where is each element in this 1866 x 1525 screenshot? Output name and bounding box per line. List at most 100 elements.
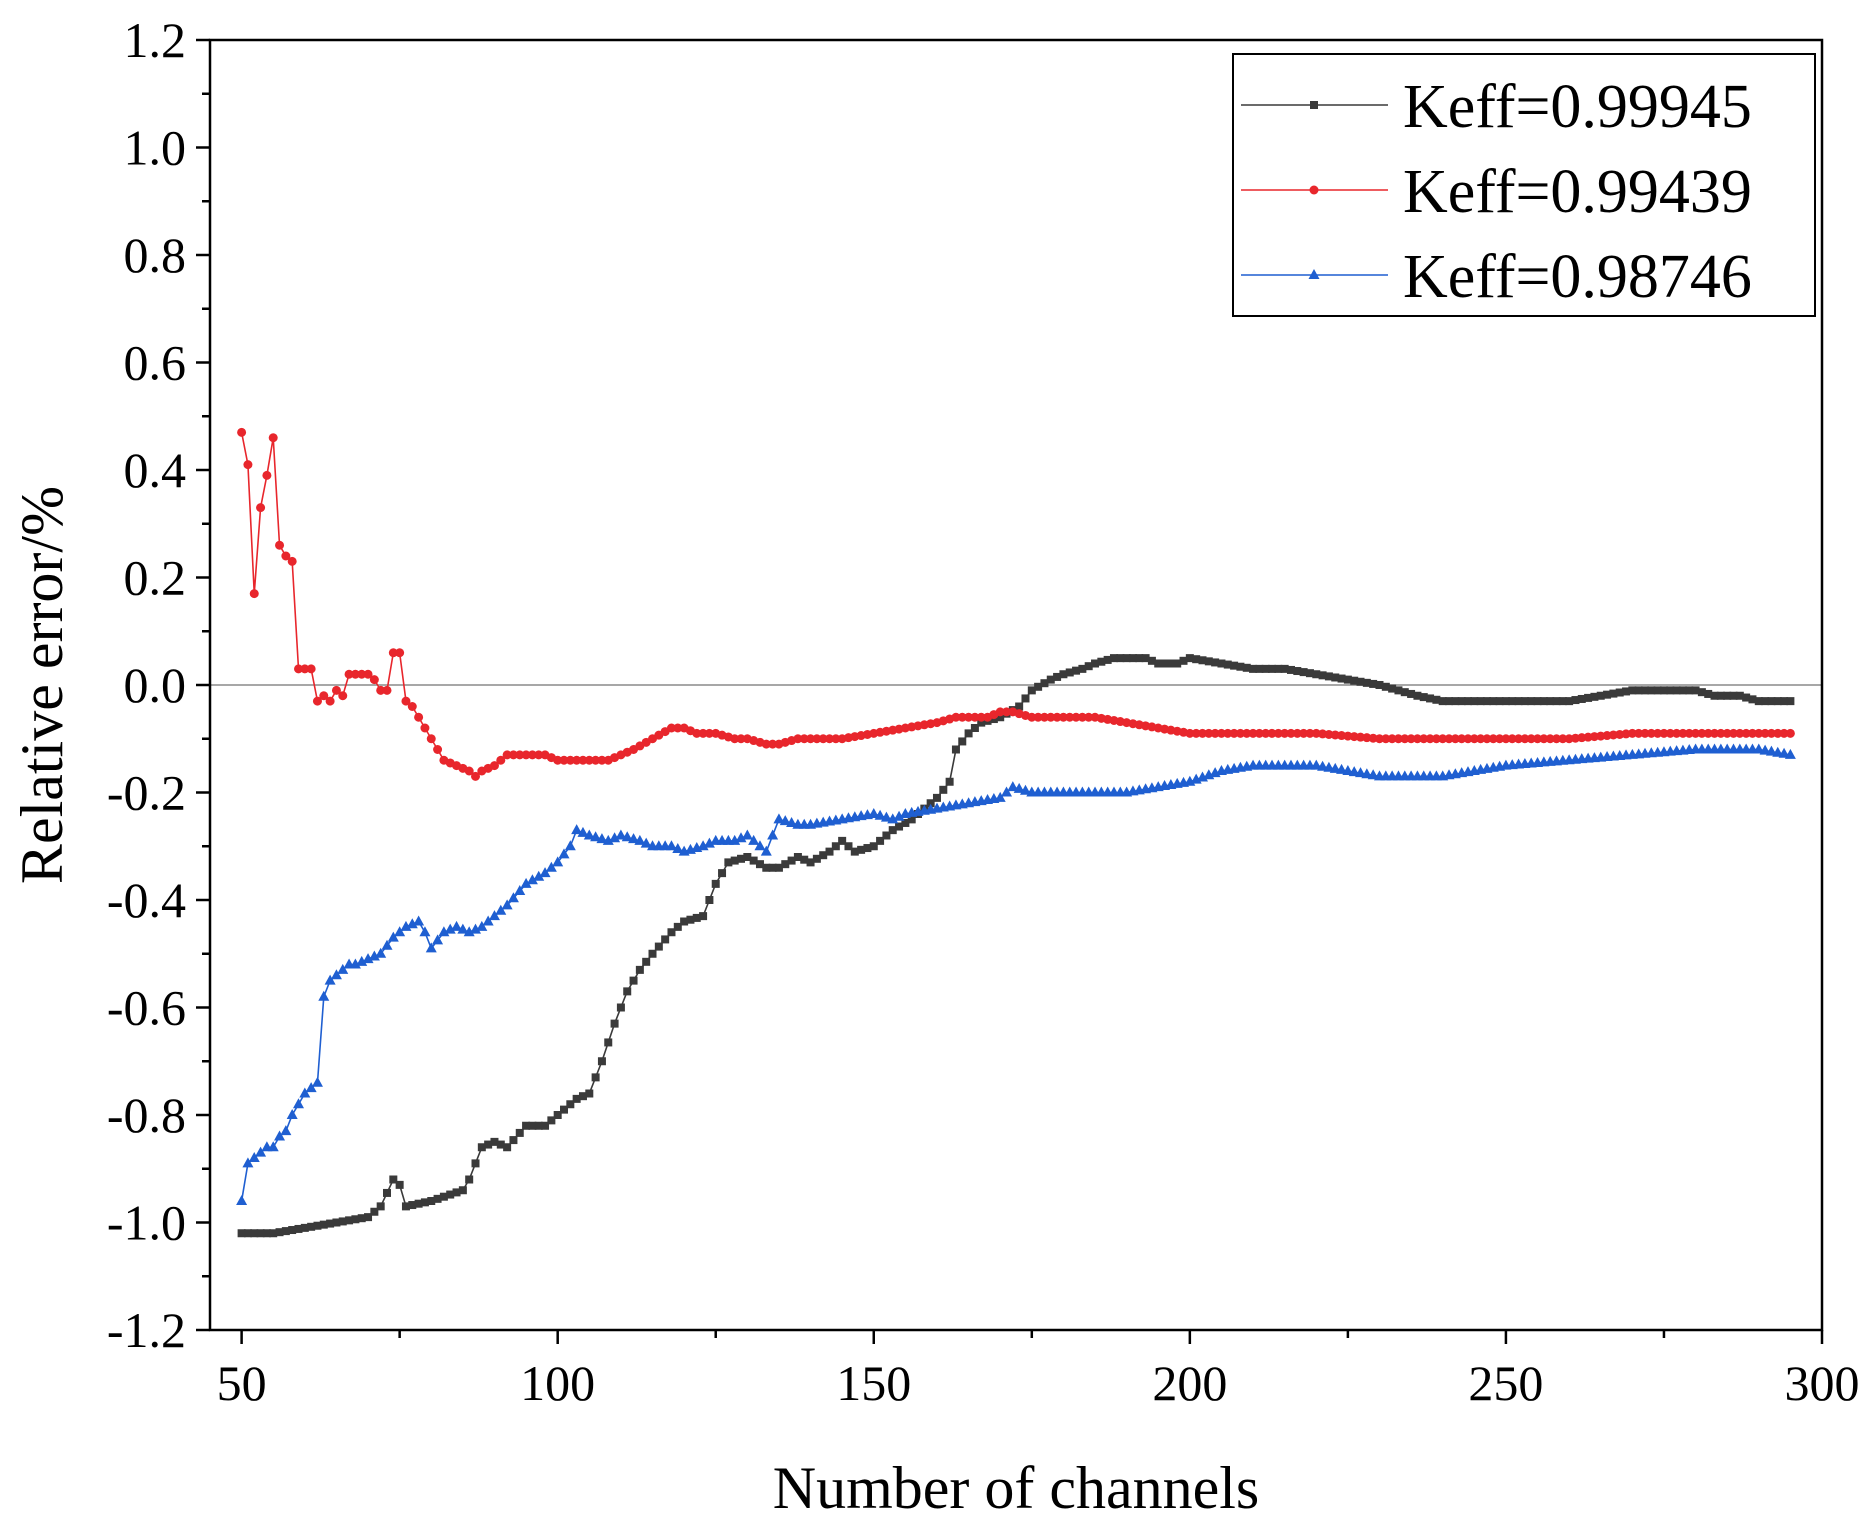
data-point-square [806,858,815,867]
legend-box [1232,53,1816,317]
data-point-square [1508,697,1517,706]
legend-label: Keff=0.99439 [1403,158,1752,226]
data-point-square [1565,697,1574,706]
data-point-circle [1267,728,1277,738]
data-point-triangle [337,963,349,974]
data-point-circle [1741,728,1751,738]
data-point-square [1546,697,1555,706]
data-point-square [1723,691,1732,700]
data-point-circle [1766,728,1776,738]
data-point-triangle [1019,784,1031,795]
y-tick-label: 0.4 [124,442,187,498]
data-point-triangle [305,1082,317,1093]
data-point-triangle [640,837,652,848]
data-point-circle [704,728,714,738]
series-2 [237,427,1795,781]
data-point-square [1577,694,1586,703]
data-point-square [1609,689,1618,698]
data-point-circle [951,712,961,722]
data-point-square [718,869,727,878]
data-point-triangle [874,809,886,820]
data-point-square [1603,690,1612,699]
data-point-square [768,863,777,872]
data-point-square [762,863,771,872]
data-point-square [1217,659,1226,668]
data-point-circle [1678,728,1688,738]
data-point-square [1729,691,1738,700]
x-tick-label: 150 [836,1355,911,1411]
data-point-square [1761,697,1770,706]
data-point-square [395,1180,404,1189]
data-point-square [888,826,897,835]
data-point-circle [502,750,512,760]
data-point-square [522,1121,531,1130]
data-point-square [1343,675,1352,684]
data-point-circle [256,503,266,513]
data-point-square [591,1073,600,1082]
data-point-square [654,942,663,951]
data-point-square [970,724,979,732]
series-layer [236,427,1796,1238]
legend-label: Keff=0.99945 [1403,73,1752,141]
data-point-circle [578,755,588,765]
data-point-square [692,913,701,922]
data-point-square [477,1143,486,1152]
data-point-circle [1773,728,1783,738]
data-point-square [1116,654,1125,663]
data-point-triangle [286,1109,298,1119]
data-point-circle [287,556,297,566]
data-point-circle [957,712,967,722]
data-point-circle [243,460,253,470]
data-point-square [667,928,676,937]
data-point-triangle [520,877,532,888]
data-point-circle [1665,728,1675,738]
y-tick-label: 1.2 [124,12,187,68]
data-point-square [831,842,840,851]
data-point-square [1470,697,1479,706]
data-point-circle [1280,728,1290,738]
data-point-square [755,860,764,869]
data-point-square [743,853,752,861]
data-point-circle [534,750,544,760]
data-point-square [1160,659,1169,668]
data-point-circle [1210,728,1220,738]
data-point-circle [521,750,531,760]
data-point-circle [325,696,335,706]
data-point-circle [357,669,367,679]
x-tick-label: 100 [520,1355,595,1411]
y-tick-label: -1.2 [107,1302,186,1358]
data-point-circle [1254,728,1264,738]
data-point-circle [831,734,841,744]
data-point-circle [1728,728,1738,738]
data-point-square [1375,681,1384,689]
data-point-circle [1058,712,1068,722]
data-point-circle [597,755,607,765]
data-point-square [262,1229,271,1238]
data-point-triangle [1342,765,1354,775]
data-point-square [680,917,689,926]
data-point-circle [1027,712,1037,722]
data-point-square [1419,693,1428,702]
data-point-triangle [349,958,361,969]
y-tick-label: 0.2 [124,550,187,606]
data-point-triangle [1336,763,1348,774]
data-point-circle [1488,734,1498,744]
data-point-circle [1052,712,1062,722]
data-point-triangle [444,923,456,934]
data-point-triangle [1329,762,1341,773]
data-point-square [673,922,682,931]
data-point-circle [1223,728,1233,738]
axes-layer: -1.2 -1.0 -0.8 -0.6 -0.4 -0.2 0.0 0.2 0.4 0.6 0.8 1… [107,12,1860,1411]
data-point-circle [666,723,676,733]
x-tick-label: 200 [1152,1355,1227,1411]
data-point-circle [768,739,778,749]
x-tick-label: 250 [1468,1355,1543,1411]
legend: Keff=0.99945 Keff=0.99439 Keff=0.98746 [1232,53,1816,317]
data-point-square [1337,674,1346,683]
data-point-triangle [495,904,507,915]
data-point-square [1666,686,1675,695]
data-point-circle [1450,734,1460,744]
data-point-square [844,842,853,851]
data-point-square [458,1186,467,1195]
data-point-square [1128,654,1137,663]
